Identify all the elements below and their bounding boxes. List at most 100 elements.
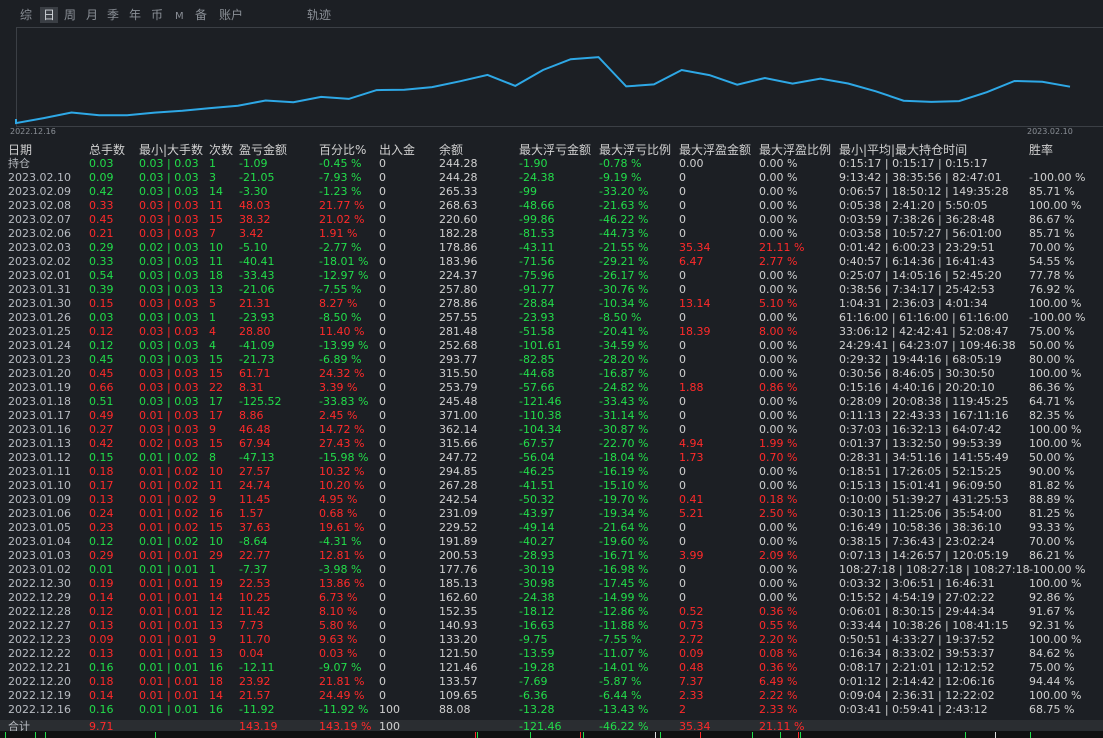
cell-balance: 281.48: [439, 325, 478, 338]
table-row[interactable]: 2023.02.03 0.29 0.02 | 0.03 10 -5.10 -2.77 % 0…: [0, 241, 1103, 255]
table-row[interactable]: 2023.01.24 0.12 0.03 | 0.03 4 -41.09 -13.99 %…: [0, 339, 1103, 353]
table-row[interactable]: 2023.01.05 0.23 0.01 | 0.02 15 37.63 19.61 % 0…: [0, 521, 1103, 535]
cell-pnl: 21.31: [239, 297, 271, 310]
cell-maxlosspct: -7.55 %: [599, 633, 642, 646]
cell-maxprofit: 0: [679, 465, 686, 478]
cell-pnl: 67.94: [239, 437, 271, 450]
strip-tick: [5, 732, 6, 738]
cell-pnl: 46.48: [239, 423, 271, 436]
cell-pct: 21.81 %: [319, 675, 365, 688]
tab-3[interactable]: 月: [86, 8, 99, 22]
cell-maxlosspct: -13.43 %: [599, 703, 649, 716]
cell-maxprofit: 0: [679, 199, 686, 212]
tab-1[interactable]: 日: [40, 7, 59, 23]
tab-6[interactable]: 币: [151, 8, 164, 22]
table-row[interactable]: 2022.12.30 0.19 0.01 | 0.01 19 22.53 13.86 % 0…: [0, 577, 1103, 591]
table-row[interactable]: 2023.01.25 0.12 0.03 | 0.03 4 28.80 11.40 % 0 2…: [0, 325, 1103, 339]
table-row[interactable]: 2023.01.11 0.18 0.01 | 0.02 10 27.57 10.32 % 0…: [0, 465, 1103, 479]
table-row[interactable]: 2023.01.23 0.45 0.03 | 0.03 15 -21.73 -6.89 %…: [0, 353, 1103, 367]
cell-lots: 0.27: [89, 423, 114, 436]
cell-time: 0:03:32 | 3:06:51 | 16:46:31: [839, 577, 995, 590]
tab-0[interactable]: 综: [20, 8, 33, 22]
table-row[interactable]: 2023.02.08 0.33 0.03 | 0.03 11 48.03 21.77 % 0…: [0, 199, 1103, 213]
table-row[interactable]: 2023.02.09 0.42 0.03 | 0.03 14 -3.30 -1.23 % 0…: [0, 185, 1103, 199]
table-row[interactable]: 2023.01.02 0.01 0.01 | 0.01 1 -7.37 -3.98 % 0 1…: [0, 563, 1103, 577]
table-row[interactable]: 2022.12.19 0.14 0.01 | 0.01 14 21.57 24.49 % 0…: [0, 689, 1103, 703]
cell-pct: -1.23 %: [319, 185, 362, 198]
cell-date: 2023.01.13: [8, 437, 71, 450]
table-row[interactable]: 2023.01.03 0.29 0.01 | 0.01 29 22.77 12.81 % 0…: [0, 549, 1103, 563]
cell-maxlosspct: -10.34 %: [599, 297, 649, 310]
cell-pnl: 23.92: [239, 675, 271, 688]
table-row[interactable]: 2023.01.04 0.12 0.01 | 0.02 10 -8.64 -4.31 % 0…: [0, 535, 1103, 549]
cell-maxprofit: 3.99: [679, 549, 704, 562]
table-row[interactable]: 2023.02.10 0.09 0.03 | 0.03 3 -21.05 -7.93 % 0…: [0, 171, 1103, 185]
table-row[interactable]: 2022.12.22 0.13 0.01 | 0.01 13 0.04 0.03 % 0 12…: [0, 647, 1103, 661]
table-row[interactable]: 2023.02.06 0.21 0.03 | 0.03 7 3.42 1.91 % 0 182…: [0, 227, 1103, 241]
cell-pct: 5.80 %: [319, 619, 358, 632]
table-row[interactable]: 2022.12.16 0.16 0.01 | 0.01 16 -11.92 -11.92 …: [0, 703, 1103, 717]
cell-maxloss: -6.36: [519, 689, 548, 702]
cell-maxlosspct: -0.78 %: [599, 157, 642, 170]
table-row[interactable]: 2023.01.18 0.51 0.03 | 0.03 17 -125.52 -33.83…: [0, 395, 1103, 409]
tab-10[interactable]: 轨迹: [307, 8, 332, 22]
table-row[interactable]: 2023.01.10 0.17 0.01 | 0.02 11 24.74 10.20 % 0…: [0, 479, 1103, 493]
cell-pnl: 24.74: [239, 479, 271, 492]
cell-date: 2022.12.20: [8, 675, 71, 688]
table-row[interactable]: 2023.02.01 0.54 0.03 | 0.03 18 -33.43 -12.97 …: [0, 269, 1103, 283]
holding-row[interactable]: 持仓 0.03 0.03 | 0.03 1 -1.09 -0.45 % 0 244.28 -1.…: [0, 157, 1103, 171]
table-row[interactable]: 2022.12.29 0.14 0.01 | 0.01 14 10.25 6.73 % 0 1…: [0, 591, 1103, 605]
table-row[interactable]: 2023.01.19 0.66 0.03 | 0.03 22 8.31 3.39 % 0 25…: [0, 381, 1103, 395]
tab-4[interactable]: 季: [107, 8, 120, 22]
table-row[interactable]: 2022.12.27 0.13 0.01 | 0.01 13 7.73 5.80 % 0 14…: [0, 619, 1103, 633]
table-row[interactable]: 2023.02.02 0.33 0.03 | 0.03 11 -40.41 -18.01 …: [0, 255, 1103, 269]
cell-win: 70.00 %: [1029, 241, 1075, 254]
cell-flow: 100: [379, 720, 400, 733]
cell-lots: 总手数: [89, 143, 126, 157]
table-row[interactable]: 2023.01.09 0.13 0.01 | 0.02 9 11.45 4.95 % 0 24…: [0, 493, 1103, 507]
cell-lots: 0.17: [89, 479, 114, 492]
cell-lots: 0.12: [89, 339, 114, 352]
cell-pnl: 3.42: [239, 227, 264, 240]
tab-9[interactable]: 账户: [219, 8, 244, 22]
cell-maxloss: -50.32: [519, 493, 555, 506]
table-row[interactable]: 2023.01.17 0.49 0.01 | 0.03 17 8.86 2.45 % 0 37…: [0, 409, 1103, 423]
cell-balance: 257.80: [439, 283, 478, 296]
tab-5[interactable]: 年: [129, 8, 142, 22]
table-row[interactable]: 2023.01.30 0.15 0.03 | 0.03 5 21.31 8.27 % 0 27…: [0, 297, 1103, 311]
tab-2[interactable]: 周: [64, 8, 77, 22]
cell-pct: 0.68 %: [319, 507, 358, 520]
cell-maxloss: -44.68: [519, 367, 555, 380]
table-row[interactable]: 2022.12.21 0.16 0.01 | 0.01 16 -12.11 -9.07 %…: [0, 661, 1103, 675]
cell-balance: 220.60: [439, 213, 478, 226]
table-row[interactable]: 2023.01.20 0.45 0.03 | 0.03 15 61.71 24.32 % 0…: [0, 367, 1103, 381]
cell-date: 2022.12.22: [8, 647, 71, 660]
cell-win: 100.00 %: [1029, 437, 1082, 450]
cell-maxlosspct: -21.55 %: [599, 241, 649, 254]
table-row[interactable]: 2022.12.28 0.12 0.01 | 0.01 12 11.42 8.10 % 0 1…: [0, 605, 1103, 619]
table-row[interactable]: 2023.01.13 0.42 0.02 | 0.03 15 67.94 27.43 % 0…: [0, 437, 1103, 451]
table-row[interactable]: 2023.01.12 0.15 0.01 | 0.02 8 -47.13 -15.98 %…: [0, 451, 1103, 465]
table-row[interactable]: 2022.12.23 0.09 0.01 | 0.01 9 11.70 9.63 % 0 13…: [0, 633, 1103, 647]
tab-8[interactable]: 备: [195, 8, 208, 22]
cell-maxloss: -110.38: [519, 409, 562, 422]
cell-win: 100.00 %: [1029, 367, 1082, 380]
cell-maxprofit: 0: [679, 311, 686, 324]
cell-balance: 278.86: [439, 297, 478, 310]
cell-lots: 0.19: [89, 577, 114, 590]
bottom-scroll-strip[interactable]: [0, 731, 1103, 738]
cell-time: 0:11:13 | 22:43:33 | 167:11:16: [839, 409, 1009, 422]
cell-lots: 0.29: [89, 549, 114, 562]
cell-time: 0:15:52 | 4:54:19 | 27:02:22: [839, 591, 995, 604]
cell-date: 2022.12.21: [8, 661, 71, 674]
table-row[interactable]: 2023.01.16 0.27 0.03 | 0.03 9 46.48 14.72 % 0 3…: [0, 423, 1103, 437]
table-row[interactable]: 2023.01.06 0.24 0.01 | 0.02 16 1.57 0.68 % 0 23…: [0, 507, 1103, 521]
table-row[interactable]: 2023.01.26 0.03 0.03 | 0.03 1 -23.93 -8.50 % 0…: [0, 311, 1103, 325]
cell-minmax: 0.03 | 0.03: [139, 213, 199, 226]
table-row[interactable]: 2022.12.20 0.18 0.01 | 0.01 18 23.92 21.81 % 0…: [0, 675, 1103, 689]
cell-balance: 315.50: [439, 367, 478, 380]
cell-time: 0:15:13 | 15:01:41 | 96:09:50: [839, 479, 1002, 492]
tab-7[interactable]: M: [175, 11, 184, 22]
table-row[interactable]: 2023.02.07 0.45 0.03 | 0.03 15 38.32 21.02 % 0…: [0, 213, 1103, 227]
table-row[interactable]: 2023.01.31 0.39 0.03 | 0.03 13 -21.06 -7.55 %…: [0, 283, 1103, 297]
